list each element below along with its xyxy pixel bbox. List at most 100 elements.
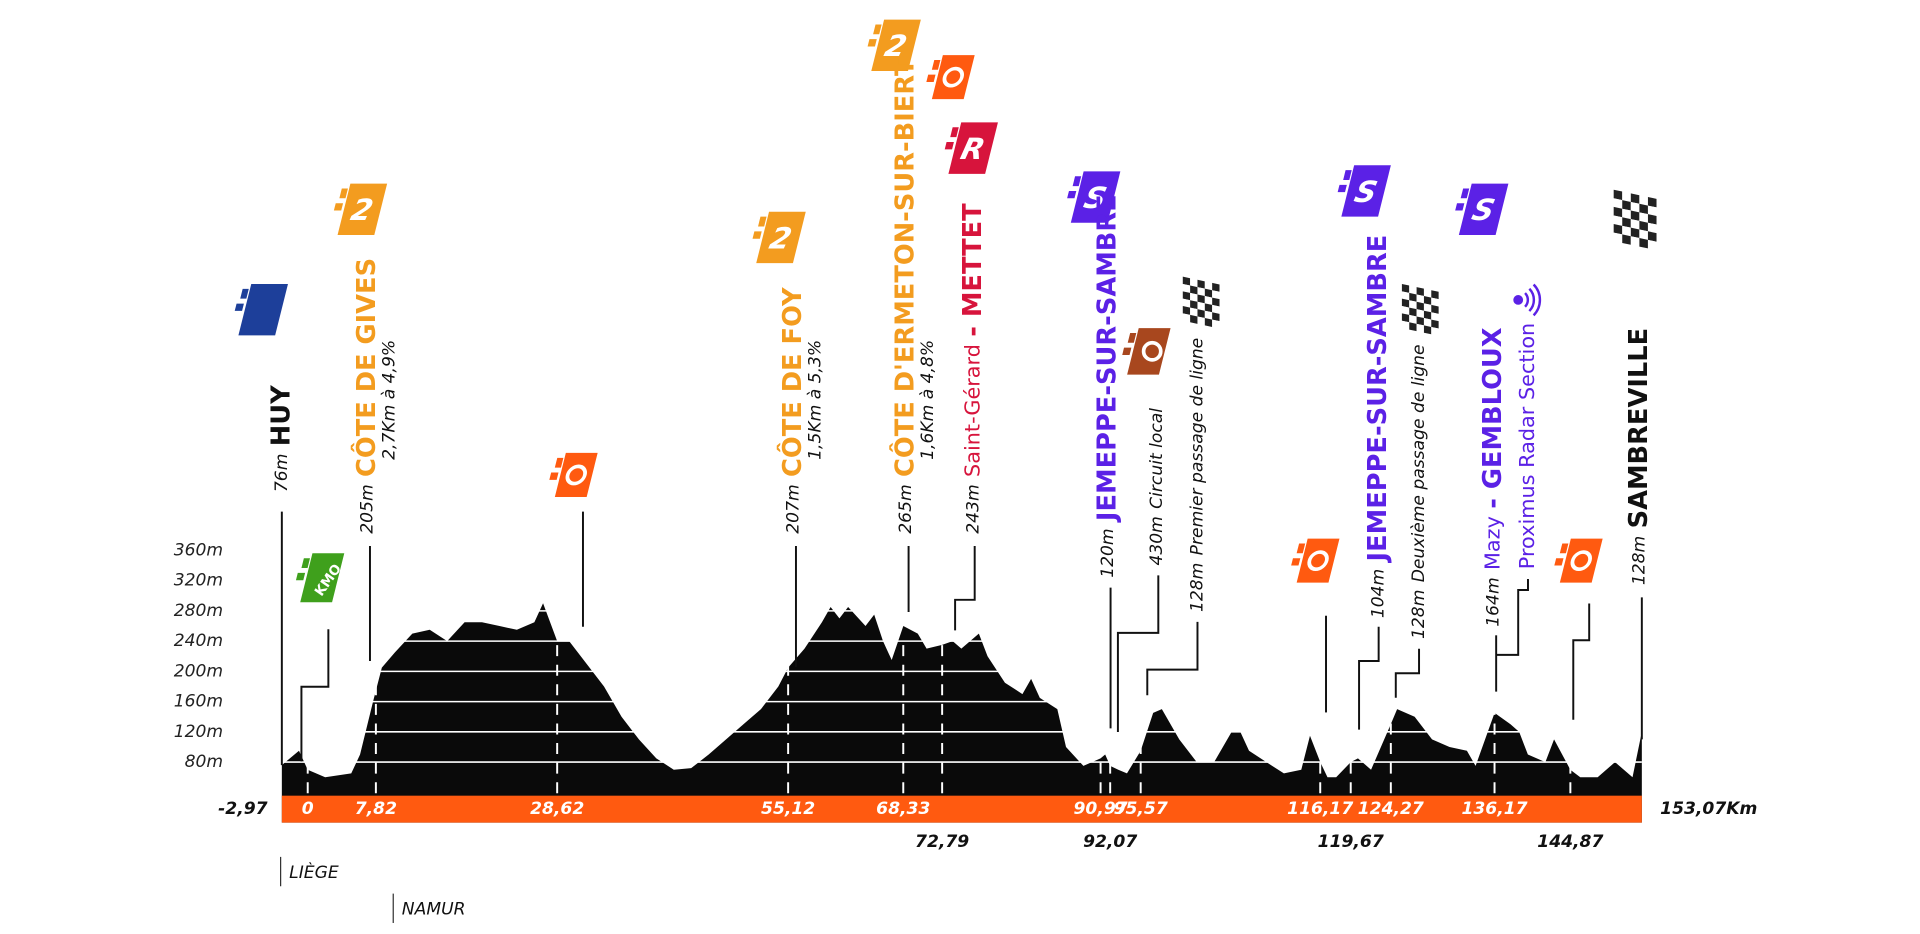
annotation-name: CÔTE DE GIVES: [350, 258, 382, 477]
x-tick-label: 124,27: [1358, 799, 1424, 819]
leader: [1394, 648, 1421, 698]
flag-stripe: [1559, 543, 1569, 554]
annotation-elevation: 205m: [358, 484, 378, 533]
finish-square: [1416, 301, 1424, 311]
finish-square: [1401, 306, 1410, 315]
finish-square: [1613, 198, 1623, 209]
annotation-name: Proximus Radar Section: [1515, 323, 1539, 569]
finish-square: [1622, 200, 1631, 211]
annotation: 76m HUY: [266, 385, 296, 492]
finish-square: [1630, 210, 1640, 221]
flag-icon: R: [944, 122, 998, 174]
finish-square: [1197, 287, 1205, 297]
finish-square: [1409, 314, 1417, 324]
finish-square: [1630, 201, 1640, 213]
annotation-elevation: 265m: [896, 484, 916, 533]
finish-square: [1182, 313, 1191, 323]
finish-square: [1613, 215, 1623, 226]
flag-icon: [926, 55, 975, 100]
finish-square: [1409, 292, 1417, 302]
flag-stripe: [752, 231, 762, 239]
x-tick-label: 153,07Km: [1660, 799, 1757, 819]
leader: [1358, 626, 1380, 730]
flag-icon: 2: [867, 19, 921, 71]
flag-body: [871, 19, 921, 71]
finish-square: [1401, 320, 1410, 330]
finish-square: [1613, 224, 1623, 235]
finish-square: [1639, 220, 1648, 232]
finish-square: [1190, 285, 1198, 295]
finish-square: [1197, 279, 1205, 289]
finish-square: [1212, 297, 1220, 307]
finish-square: [1622, 225, 1631, 237]
x-tick-label: -2,97: [218, 799, 267, 819]
finish-square: [1416, 316, 1424, 326]
annotation-elevation: 128m: [1629, 536, 1649, 585]
finish-square: [1639, 229, 1648, 240]
finish-square: [1190, 307, 1198, 317]
finish-square: [1431, 290, 1439, 300]
flag-stripe: [1067, 190, 1077, 199]
finish-square: [1416, 309, 1424, 319]
annotation-detail: 2,7Km à 4,9%: [380, 340, 400, 460]
flag-body: [948, 122, 998, 174]
y-tick-label: 320m: [174, 571, 223, 591]
radar-wave: [1524, 292, 1530, 308]
finish-square: [1401, 298, 1410, 308]
finish-square: [1182, 283, 1191, 293]
x-tick-label: 119,67: [1318, 832, 1384, 852]
flag-icon: S: [1067, 171, 1121, 223]
x-tick-label: 28,62: [530, 799, 584, 819]
x-tick-label: 92,07: [1083, 832, 1137, 852]
finish-square: [1212, 319, 1220, 329]
flag-icon: [549, 452, 598, 497]
finish-square: [1212, 304, 1220, 314]
annotation-name: CÔTE D'ERMETON-SUR-BIERT: [889, 58, 921, 477]
flag-body: [1070, 171, 1121, 223]
flag-icon: [234, 283, 288, 336]
annotation-name: HUY: [266, 385, 296, 446]
finish-square: [1401, 283, 1410, 293]
finish-square: [1639, 195, 1648, 206]
annotation-name: SAMBREVILLE: [1624, 328, 1654, 529]
flag-stripe: [295, 572, 306, 581]
flag-stripe: [867, 39, 877, 47]
flag-body: [1458, 183, 1509, 236]
flag-body: [1127, 328, 1171, 375]
finish-square: [1204, 303, 1213, 313]
flag-stripe: [554, 457, 564, 468]
radar-dot: [1513, 295, 1524, 305]
flag-stripe: [549, 472, 559, 480]
leader: [954, 545, 976, 631]
annotation-name: Circuit local: [1147, 408, 1167, 509]
leader: [1572, 603, 1591, 720]
annotation: 104m JEMEPPE-SUR-SAMBRE: [1363, 235, 1393, 618]
sprint-dot: [565, 464, 587, 486]
x-tick-label: 90,97: [1074, 799, 1128, 819]
flag-stripe: [1337, 184, 1347, 193]
x-tick-label: 0: [302, 799, 314, 819]
elevation-area: [281, 603, 1642, 823]
flag-icon: S: [1337, 165, 1391, 217]
annotation-elevation: 243m: [963, 484, 983, 533]
y-tick-label: 120m: [174, 722, 223, 742]
flag-stripe: [1291, 558, 1301, 566]
flag-body: [756, 211, 806, 264]
finish-square: [1197, 309, 1205, 319]
finish-square: [1423, 325, 1432, 335]
annotation: 430m Circuit local: [1147, 408, 1167, 566]
finish-square: [1613, 206, 1623, 218]
finish-square: [1630, 193, 1640, 204]
flag-body: [1296, 538, 1340, 583]
flag-stripe: [1296, 543, 1306, 554]
finish-square: [1423, 303, 1432, 313]
annotation: 120m JEMEPPE-SUR-SAMBRE: [1093, 194, 1123, 577]
finish-flag: [1182, 276, 1220, 329]
annotation-name: Deuxième passage de ligne: [1409, 344, 1429, 582]
finish-square: [1639, 238, 1648, 249]
y-tick-label: 280m: [174, 601, 223, 621]
x-tick-label: 144,87: [1537, 832, 1603, 852]
